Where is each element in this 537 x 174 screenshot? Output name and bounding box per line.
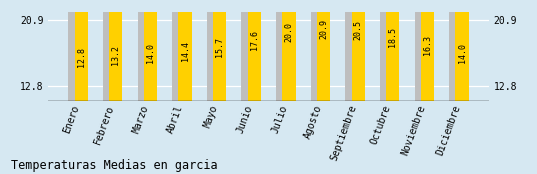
Bar	[172, 0, 185, 101]
Bar	[248, 0, 261, 101]
Text: 17.6: 17.6	[250, 30, 259, 50]
Bar	[311, 0, 324, 101]
Text: 16.3: 16.3	[423, 35, 432, 55]
Bar	[352, 0, 365, 101]
Bar	[317, 0, 330, 101]
Text: 20.9: 20.9	[319, 19, 328, 39]
Bar	[213, 0, 226, 101]
Text: 18.5: 18.5	[388, 27, 397, 47]
Bar	[137, 0, 151, 101]
Bar	[386, 0, 400, 101]
Text: 12.8: 12.8	[77, 47, 86, 67]
Text: 14.0: 14.0	[146, 43, 155, 63]
Bar	[449, 0, 462, 101]
Bar	[207, 0, 220, 101]
Text: 14.4: 14.4	[180, 41, 190, 61]
Text: 20.5: 20.5	[354, 20, 362, 40]
Text: 20.0: 20.0	[285, 22, 293, 42]
Text: 13.2: 13.2	[111, 45, 120, 65]
Bar	[415, 0, 428, 101]
Bar	[242, 0, 255, 101]
Bar	[103, 0, 116, 101]
Bar	[345, 0, 359, 101]
Text: 14.0: 14.0	[458, 43, 467, 63]
Bar	[276, 0, 289, 101]
Bar	[144, 0, 157, 101]
Bar	[282, 0, 295, 101]
Text: 15.7: 15.7	[215, 37, 224, 57]
Text: Temperaturas Medias en garcia: Temperaturas Medias en garcia	[11, 159, 217, 172]
Bar	[68, 0, 82, 101]
Bar	[109, 0, 122, 101]
Bar	[380, 0, 393, 101]
Bar	[178, 0, 192, 101]
Bar	[421, 0, 434, 101]
Bar	[75, 0, 88, 101]
Bar	[455, 0, 469, 101]
